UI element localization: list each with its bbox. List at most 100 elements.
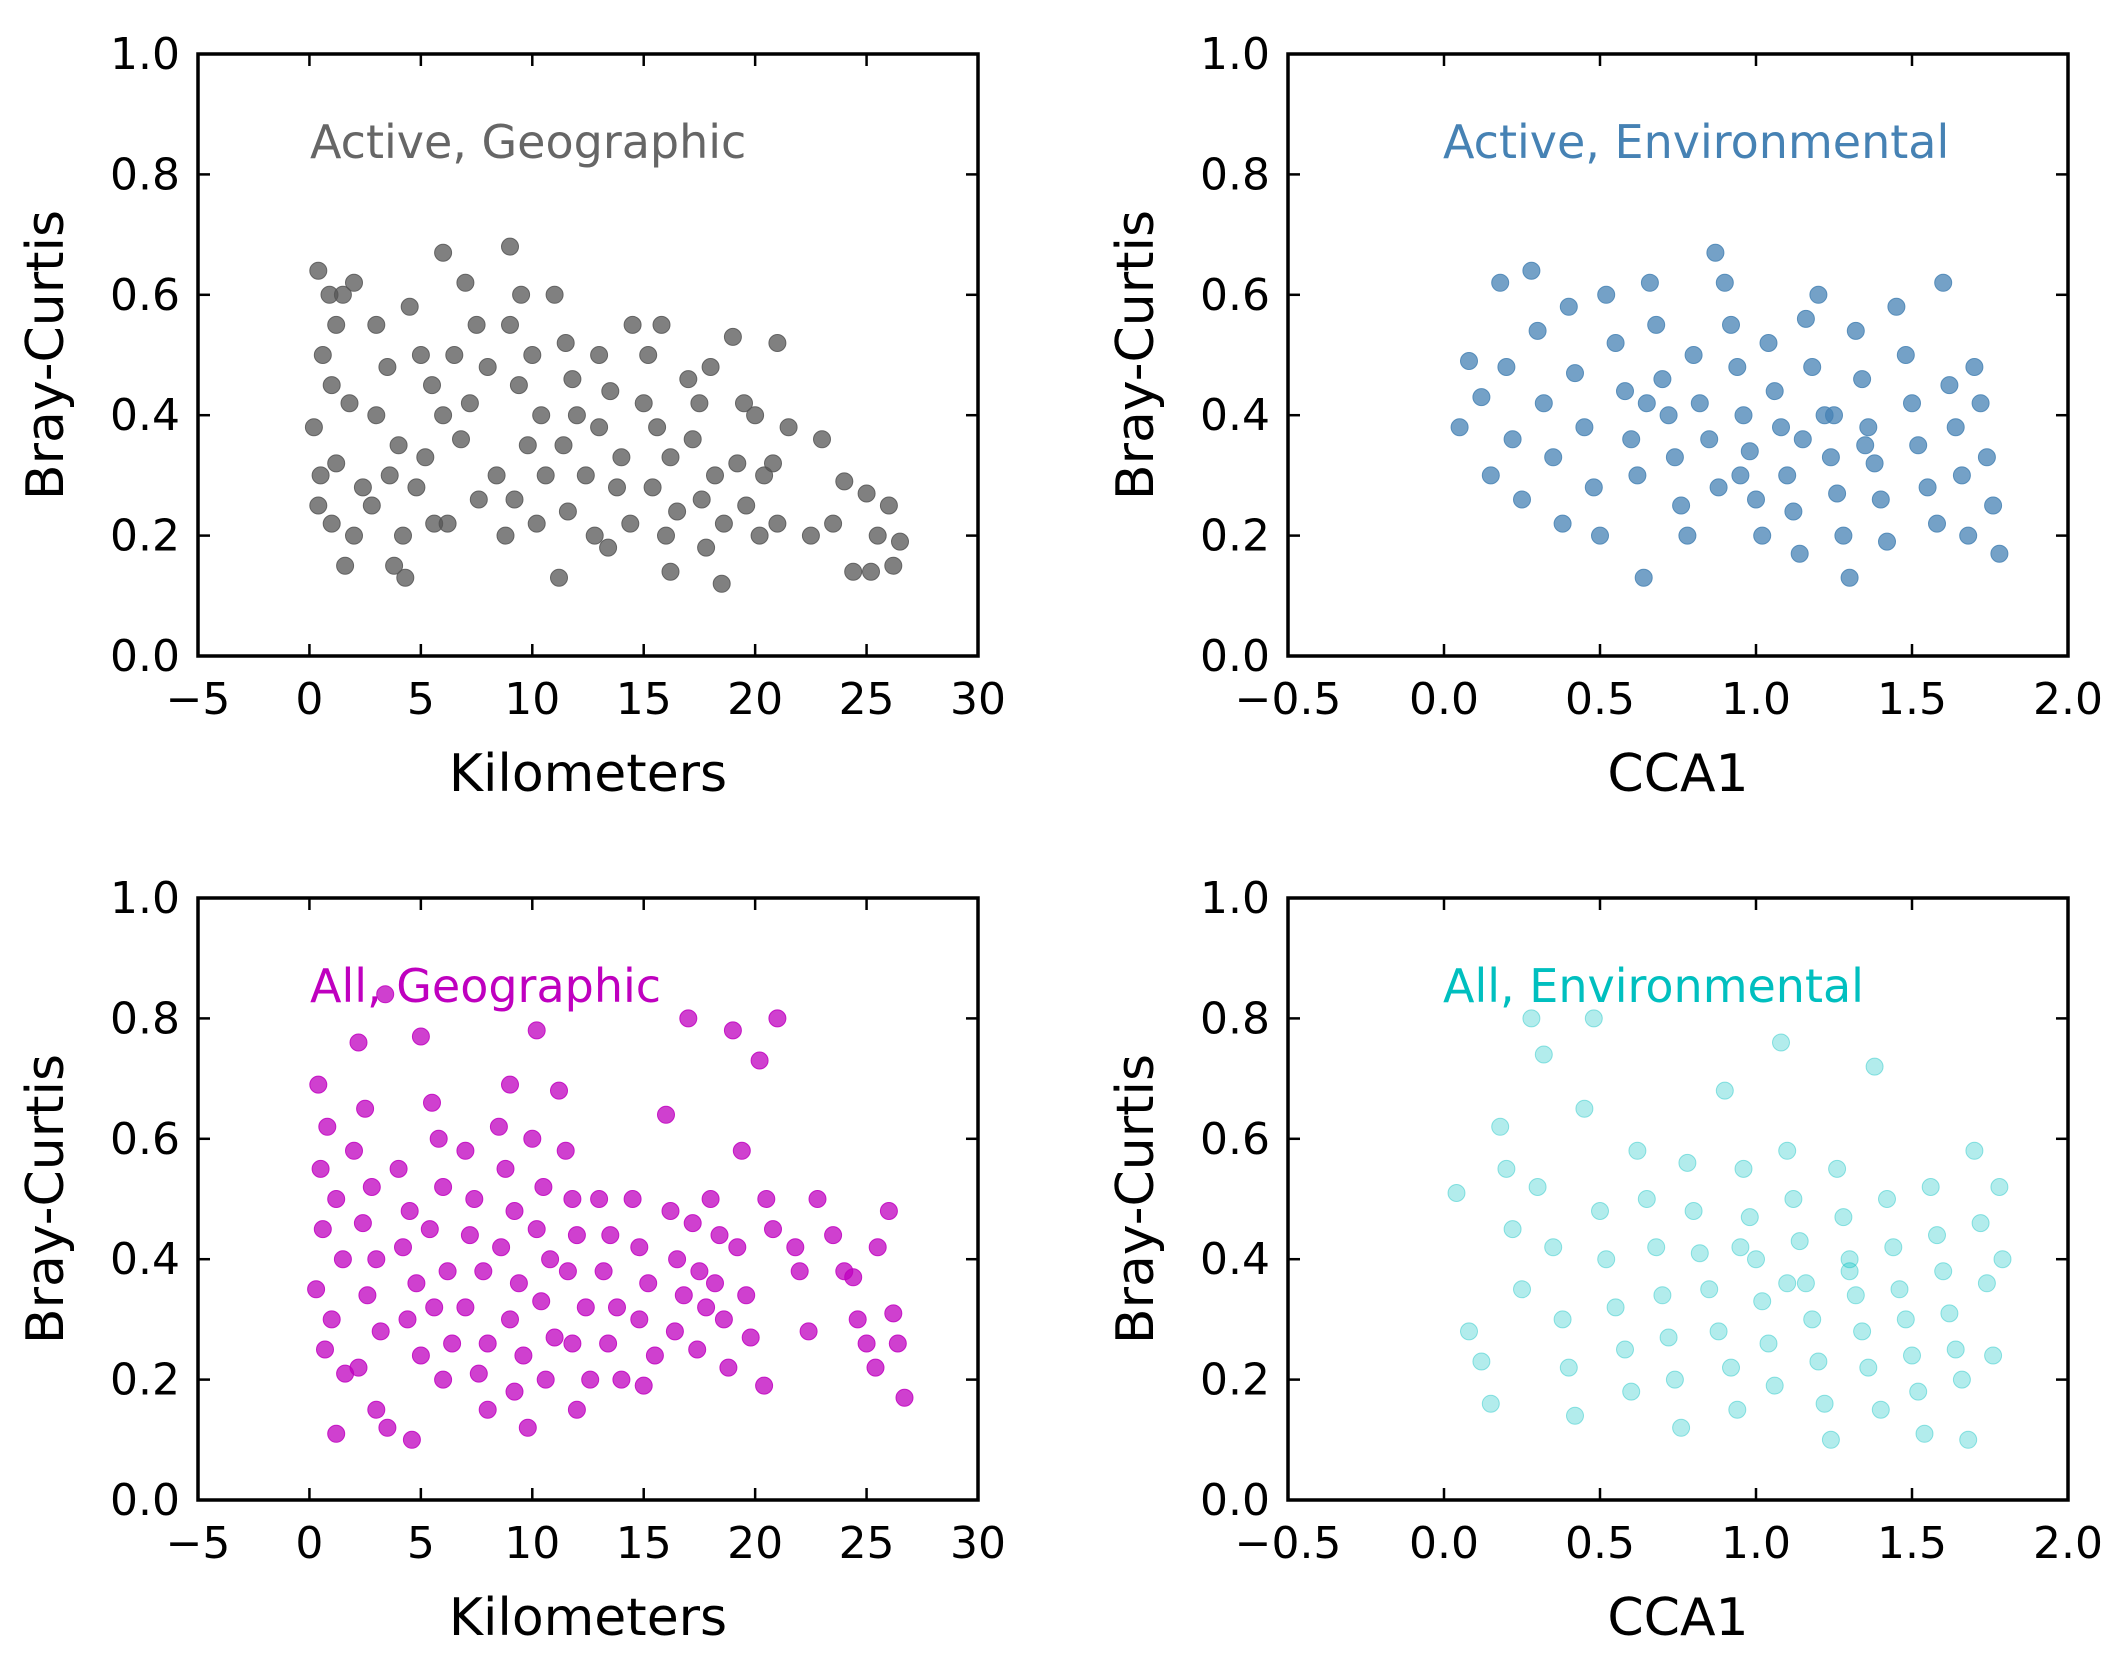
x-tick-label: 20: [727, 674, 783, 725]
data-point: [1765, 382, 1784, 401]
data-point: [1672, 496, 1691, 515]
data-point: [407, 478, 426, 497]
data-point: [1871, 1400, 1890, 1419]
panel-title: All, Environmental: [1443, 959, 1864, 1013]
y-tick-label: 0.6: [110, 1114, 180, 1165]
data-point: [563, 1334, 582, 1353]
data-point: [460, 394, 479, 413]
data-point: [402, 1430, 421, 1449]
data-point: [697, 538, 716, 557]
data-point: [396, 568, 415, 587]
data-point: [313, 346, 332, 364]
data-point: [1952, 466, 1971, 485]
data-point: [465, 1190, 484, 1208]
x-tick-label: 1.0: [1721, 674, 1791, 725]
data-point: [1772, 1033, 1790, 1052]
data-point: [367, 406, 386, 425]
data-point: [501, 1075, 519, 1094]
data-point: [728, 454, 747, 473]
data-point: [333, 285, 352, 304]
data-point: [1859, 1358, 1878, 1377]
data-point: [1553, 1310, 1572, 1329]
data-point: [1715, 273, 1734, 292]
data-point: [1909, 1382, 1928, 1401]
data-point: [313, 1220, 332, 1239]
data-point: [1684, 1202, 1703, 1220]
data-point: [634, 1376, 653, 1395]
data-point: [1559, 297, 1578, 316]
y-tick-label: 0.4: [1200, 1234, 1270, 1285]
data-point: [532, 406, 551, 425]
data-point: [786, 1238, 805, 1257]
data-point: [1921, 1178, 1940, 1196]
data-point: [1778, 466, 1797, 485]
data-point: [1821, 448, 1840, 467]
data-point: [353, 1214, 372, 1233]
x-tick-label: 2.0: [2033, 1518, 2103, 1569]
data-point: [1559, 1358, 1578, 1377]
data-point: [1460, 352, 1478, 370]
data-point: [1597, 285, 1616, 304]
data-point: [1606, 334, 1625, 352]
data-point: [1940, 376, 1959, 395]
data-point: [1734, 1159, 1753, 1178]
data-point: [1853, 370, 1872, 389]
data-point: [353, 478, 372, 497]
data-point: [1784, 502, 1803, 521]
data-point: [487, 466, 506, 485]
data-point: [1828, 1159, 1847, 1178]
data-point: [496, 1159, 515, 1178]
data-point: [737, 1286, 756, 1305]
data-point: [1472, 1352, 1491, 1371]
data-point: [1497, 358, 1516, 376]
data-point: [1522, 1009, 1541, 1028]
data-point: [808, 1190, 827, 1208]
points-group: [1450, 243, 2009, 587]
data-point: [536, 466, 555, 485]
data-point: [643, 478, 662, 497]
data-point: [1977, 1274, 1996, 1293]
x-tick-label: 30: [950, 1518, 1006, 1569]
data-point: [1946, 1340, 1965, 1359]
y-tick-label: 0.4: [110, 1234, 180, 1285]
data-point: [1653, 370, 1672, 389]
data-point: [755, 1376, 774, 1395]
data-point: [1684, 346, 1703, 364]
data-point: [407, 1274, 426, 1293]
data-point: [489, 1117, 508, 1136]
x-axis-label: CCA1: [1607, 744, 1748, 804]
data-point: [411, 346, 430, 364]
y-tick-label: 0.2: [110, 1355, 180, 1406]
data-point: [623, 315, 642, 334]
data-point: [1853, 1322, 1872, 1341]
data-point: [1809, 285, 1828, 304]
data-point: [768, 1009, 787, 1028]
data-point: [714, 514, 733, 533]
data-point: [349, 1033, 368, 1052]
data-point: [1834, 1208, 1853, 1227]
data-point: [661, 1202, 680, 1220]
data-point: [1784, 1190, 1803, 1208]
data-point: [389, 436, 408, 455]
y-tick-label: 1.0: [110, 873, 180, 924]
data-point: [665, 1322, 684, 1341]
data-point: [316, 1340, 334, 1359]
data-point: [358, 1286, 377, 1305]
data-point: [868, 526, 887, 545]
data-point: [1528, 321, 1547, 340]
data-point: [567, 1226, 586, 1245]
data-point: [701, 358, 720, 376]
x-tick-label: 0.5: [1565, 674, 1635, 725]
data-point: [1690, 394, 1709, 413]
data-point: [1566, 1406, 1584, 1425]
data-point: [429, 1129, 448, 1148]
data-point: [1728, 1400, 1747, 1419]
data-point: [612, 1370, 631, 1389]
data-point: [1709, 1322, 1728, 1341]
y-tick-label: 0.6: [1200, 270, 1270, 321]
data-point: [1796, 1274, 1815, 1293]
data-point: [639, 346, 658, 364]
data-point: [692, 490, 711, 509]
data-point: [1946, 418, 1965, 437]
y-tick-label: 1.0: [110, 29, 180, 80]
